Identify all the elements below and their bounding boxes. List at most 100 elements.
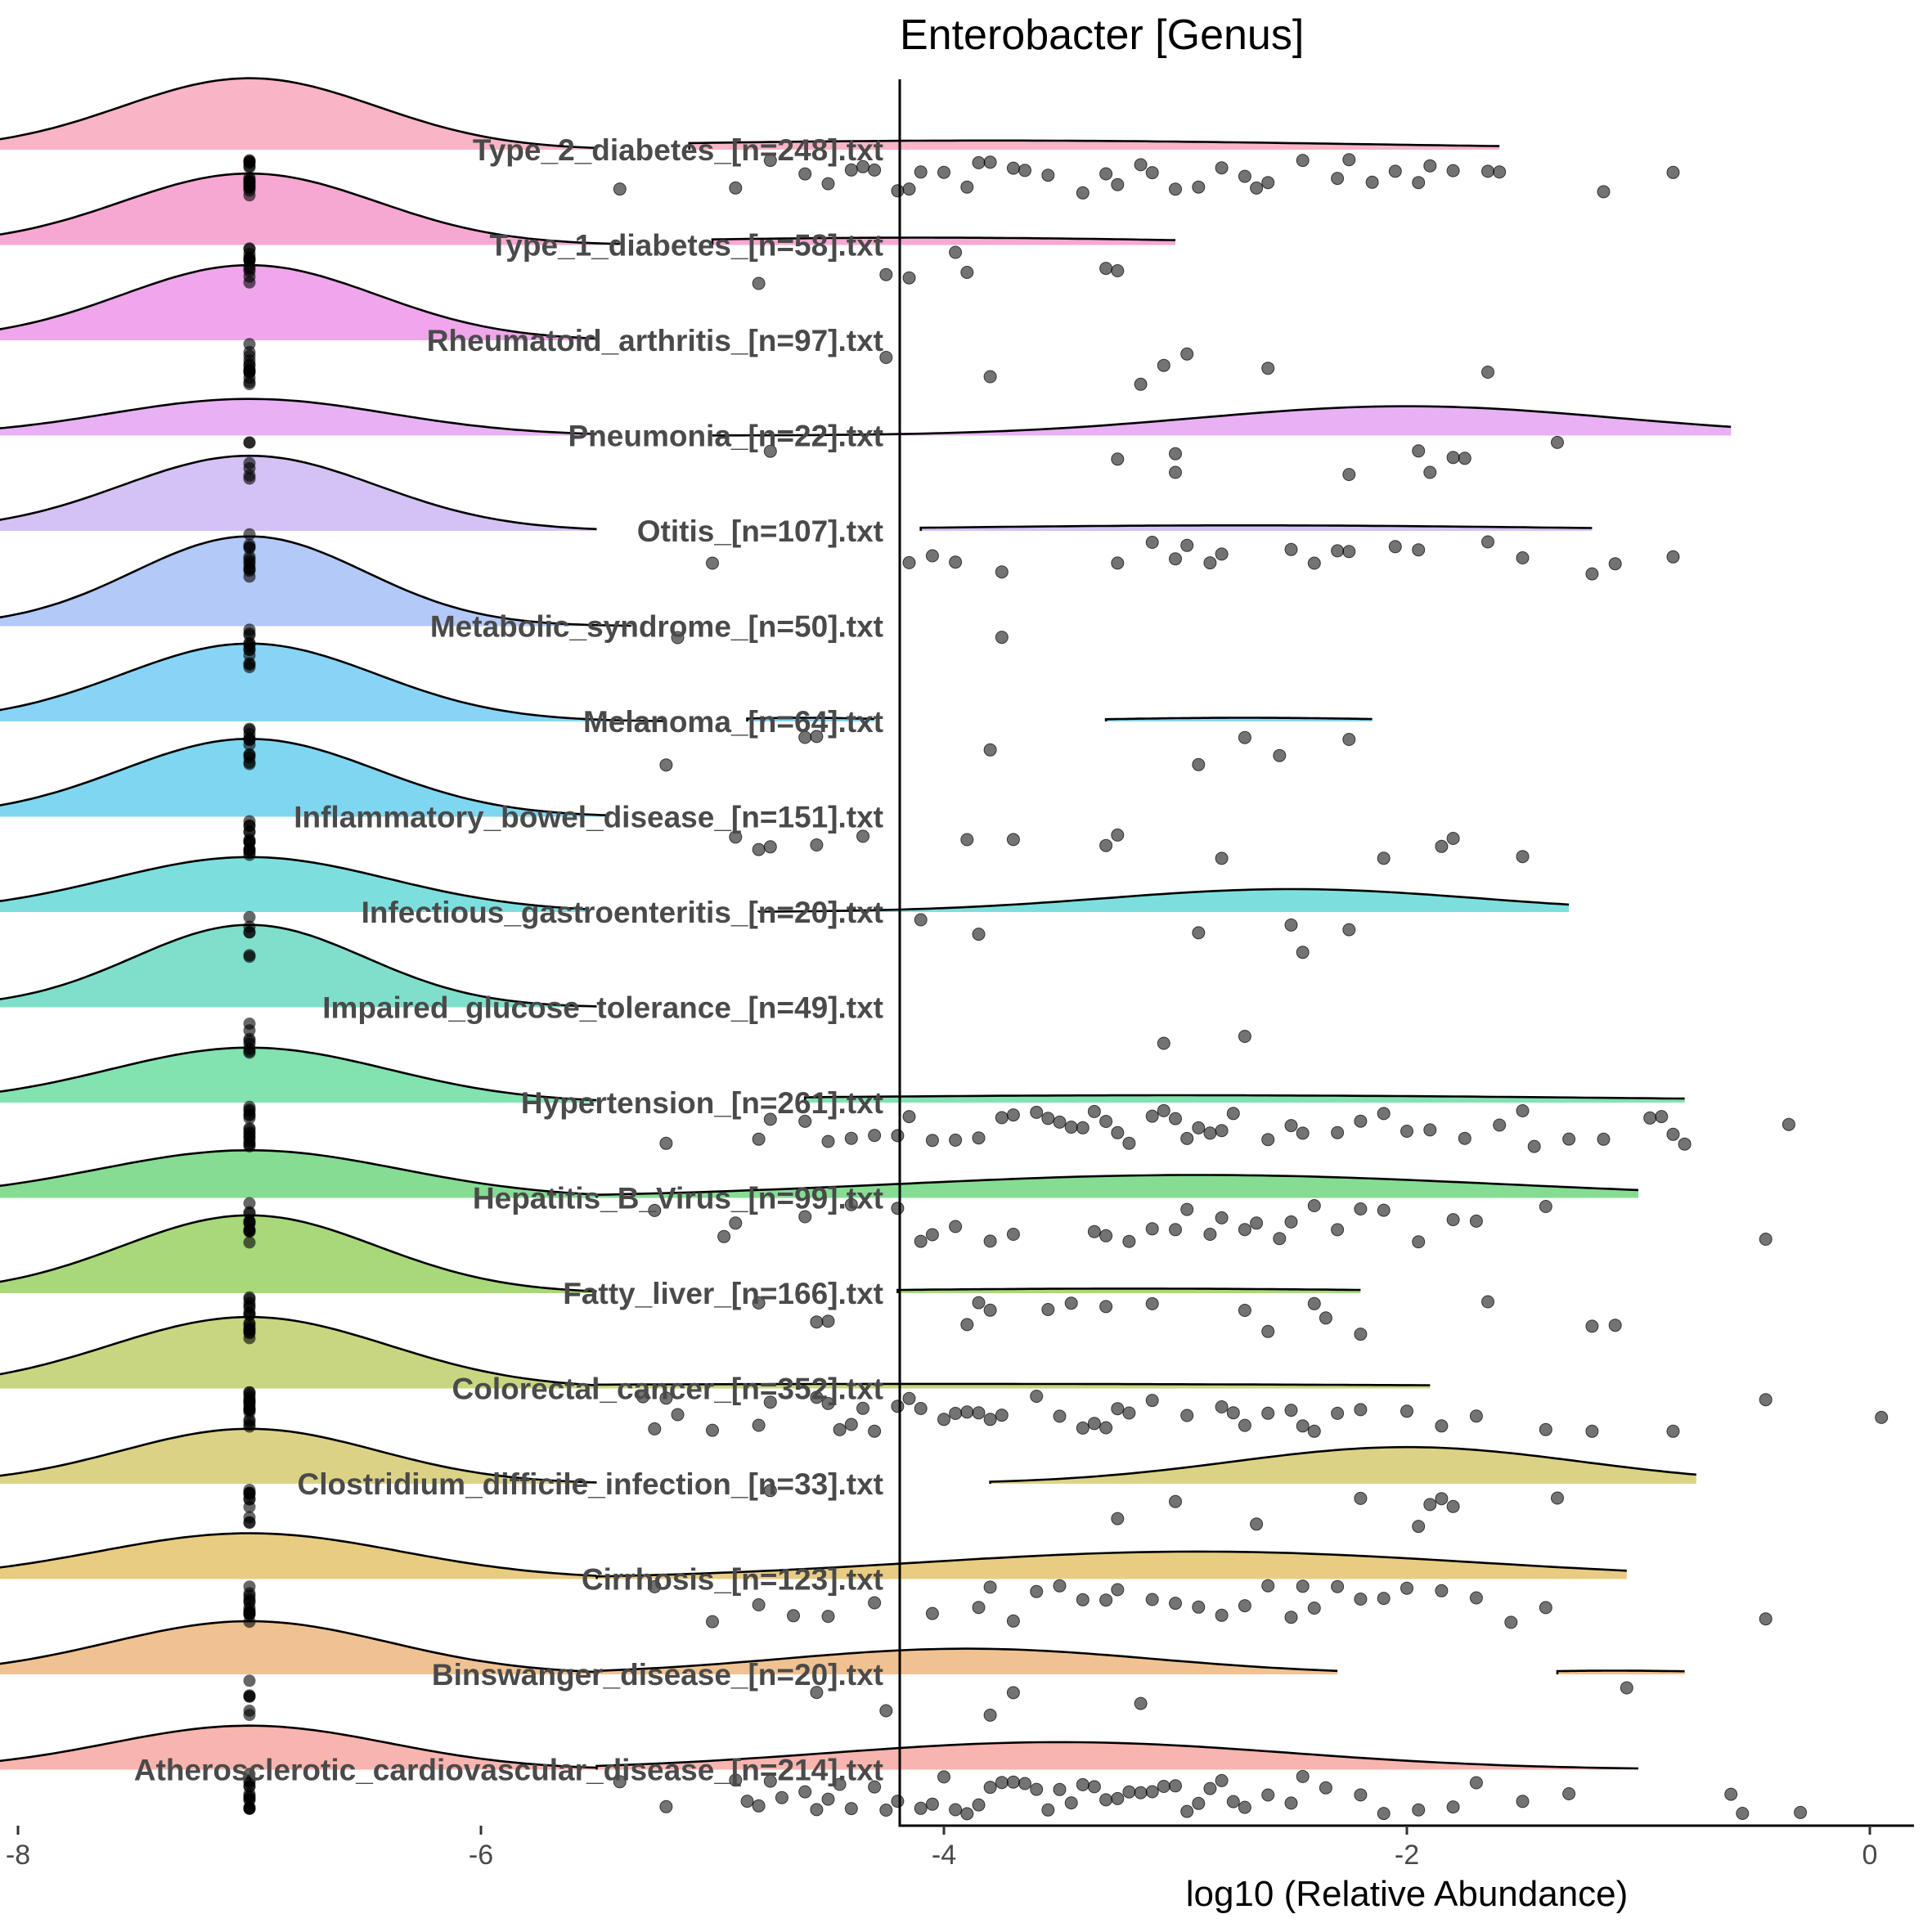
zero-point-row-12 — [243, 1206, 256, 1219]
x-tick-label: -8 — [6, 1840, 30, 1871]
zero-point-row-2 — [243, 265, 256, 277]
y-label-row-14: Colorectal_cancer_[n=352].txt — [452, 1373, 884, 1406]
data-point-row-16 — [1296, 1579, 1310, 1593]
data-point-row-12 — [844, 1197, 858, 1211]
data-point-row-1 — [1296, 154, 1310, 168]
data-point-row-5 — [1111, 556, 1125, 570]
data-point-row-14 — [671, 1408, 685, 1422]
data-point-row-4 — [1458, 452, 1471, 465]
data-point-row-1 — [1006, 161, 1020, 175]
data-point-row-14 — [659, 1391, 673, 1405]
zero-point-row-18 — [243, 1802, 256, 1815]
density-fill-row-6-1 — [0, 536, 631, 627]
data-point-row-11 — [902, 1110, 916, 1124]
y-label-row-2: Type_1_diabetes_[n=58].txt — [489, 229, 883, 263]
data-point-row-11 — [821, 1134, 835, 1148]
density-fill-row-4-2 — [712, 406, 1732, 436]
data-point-row-12 — [914, 1234, 928, 1248]
density-outline-row-10-1 — [0, 923, 597, 1008]
data-point-row-13 — [1145, 1296, 1159, 1310]
data-point-row-18 — [1446, 1800, 1460, 1814]
data-point-row-4 — [1446, 451, 1460, 465]
data-point-row-1 — [1238, 169, 1251, 183]
data-point-row-8 — [1516, 850, 1530, 864]
data-point-row-2 — [879, 267, 893, 281]
data-point-row-1 — [983, 155, 997, 169]
zero-point-row-1 — [243, 180, 256, 193]
data-point-row-5 — [1388, 540, 1402, 554]
data-point-row-7 — [983, 743, 997, 757]
data-point-row-14 — [1331, 1406, 1345, 1420]
data-point-row-5 — [949, 555, 963, 569]
zero-point-row-5 — [243, 564, 256, 577]
data-point-row-2 — [752, 276, 766, 290]
data-point-row-18 — [1284, 1796, 1298, 1810]
data-point-row-18 — [821, 1792, 835, 1806]
data-point-row-7 — [1238, 730, 1251, 744]
data-point-row-11 — [1354, 1114, 1368, 1128]
data-point-row-15 — [1111, 1512, 1125, 1525]
density-outline-row-7-2 — [746, 717, 875, 721]
y-label-row-9: Infectious_gastroenteritis_[n=20].txt — [362, 896, 883, 929]
data-point-row-5 — [1180, 538, 1194, 552]
data-point-row-14 — [1238, 1418, 1251, 1432]
data-point-row-11 — [1215, 1124, 1229, 1138]
data-point-row-18 — [1030, 1782, 1044, 1796]
data-point-row-9 — [914, 913, 928, 927]
data-point-row-16 — [1238, 1599, 1251, 1613]
data-point-row-10 — [1238, 1030, 1251, 1043]
data-point-row-2 — [1111, 264, 1125, 277]
data-point-row-14 — [1435, 1419, 1449, 1433]
density-fill-row-7-1 — [0, 643, 667, 721]
density-outline-row-2-1 — [0, 172, 620, 245]
zero-point-row-14 — [243, 1389, 256, 1401]
data-point-row-16 — [1192, 1600, 1206, 1614]
data-point-row-18 — [1319, 1781, 1332, 1795]
data-point-row-1 — [613, 182, 627, 196]
data-point-row-4 — [1412, 444, 1426, 458]
data-point-row-3 — [1261, 362, 1275, 375]
data-point-row-13 — [1307, 1296, 1321, 1310]
data-point-row-14 — [868, 1424, 882, 1438]
data-point-row-14 — [1539, 1422, 1552, 1436]
density-fill-row-12-2 — [596, 1175, 1638, 1198]
data-point-row-18 — [949, 1803, 963, 1817]
zero-point-row-6 — [243, 627, 256, 640]
data-point-row-11 — [1226, 1107, 1240, 1121]
data-point-row-1 — [1099, 167, 1113, 181]
data-point-row-18 — [1018, 1777, 1031, 1790]
data-point-row-14 — [763, 1395, 777, 1409]
data-point-row-5 — [902, 555, 916, 569]
data-point-row-16 — [1400, 1581, 1413, 1595]
density-outline-row-13-2 — [896, 1287, 1361, 1293]
data-point-row-11 — [1006, 1108, 1020, 1122]
density-outline-row-11-2 — [803, 1094, 1685, 1103]
data-point-row-14 — [1030, 1390, 1044, 1403]
density-fill-row-16-1 — [0, 1533, 597, 1579]
data-point-row-16 — [972, 1601, 986, 1615]
data-point-row-1 — [902, 182, 916, 196]
density-outline-row-1-1 — [0, 77, 597, 150]
density-outline-row-18-2 — [595, 1741, 1639, 1770]
data-point-row-18 — [1169, 1779, 1182, 1793]
data-point-row-10 — [1157, 1036, 1170, 1050]
data-point-row-16 — [925, 1606, 939, 1620]
data-point-row-14 — [636, 1390, 650, 1404]
data-point-row-16 — [1469, 1591, 1483, 1605]
data-point-row-1 — [891, 184, 905, 198]
data-point-row-16 — [1145, 1593, 1159, 1606]
data-point-row-11 — [1666, 1127, 1680, 1141]
zero-point-row-11 — [243, 1121, 256, 1134]
data-point-row-5 — [995, 565, 1009, 579]
data-point-row-5 — [925, 549, 939, 563]
data-point-row-14 — [810, 1391, 824, 1404]
data-point-row-16 — [821, 1610, 835, 1624]
data-point-row-12 — [798, 1210, 812, 1224]
data-point-row-8 — [810, 838, 824, 851]
data-point-row-7 — [1273, 748, 1287, 762]
data-point-row-6 — [671, 631, 685, 645]
data-point-row-18 — [1157, 1780, 1170, 1793]
data-point-row-1 — [729, 181, 743, 195]
data-point-row-16 — [1099, 1593, 1113, 1607]
zero-point-row-7 — [243, 734, 256, 746]
